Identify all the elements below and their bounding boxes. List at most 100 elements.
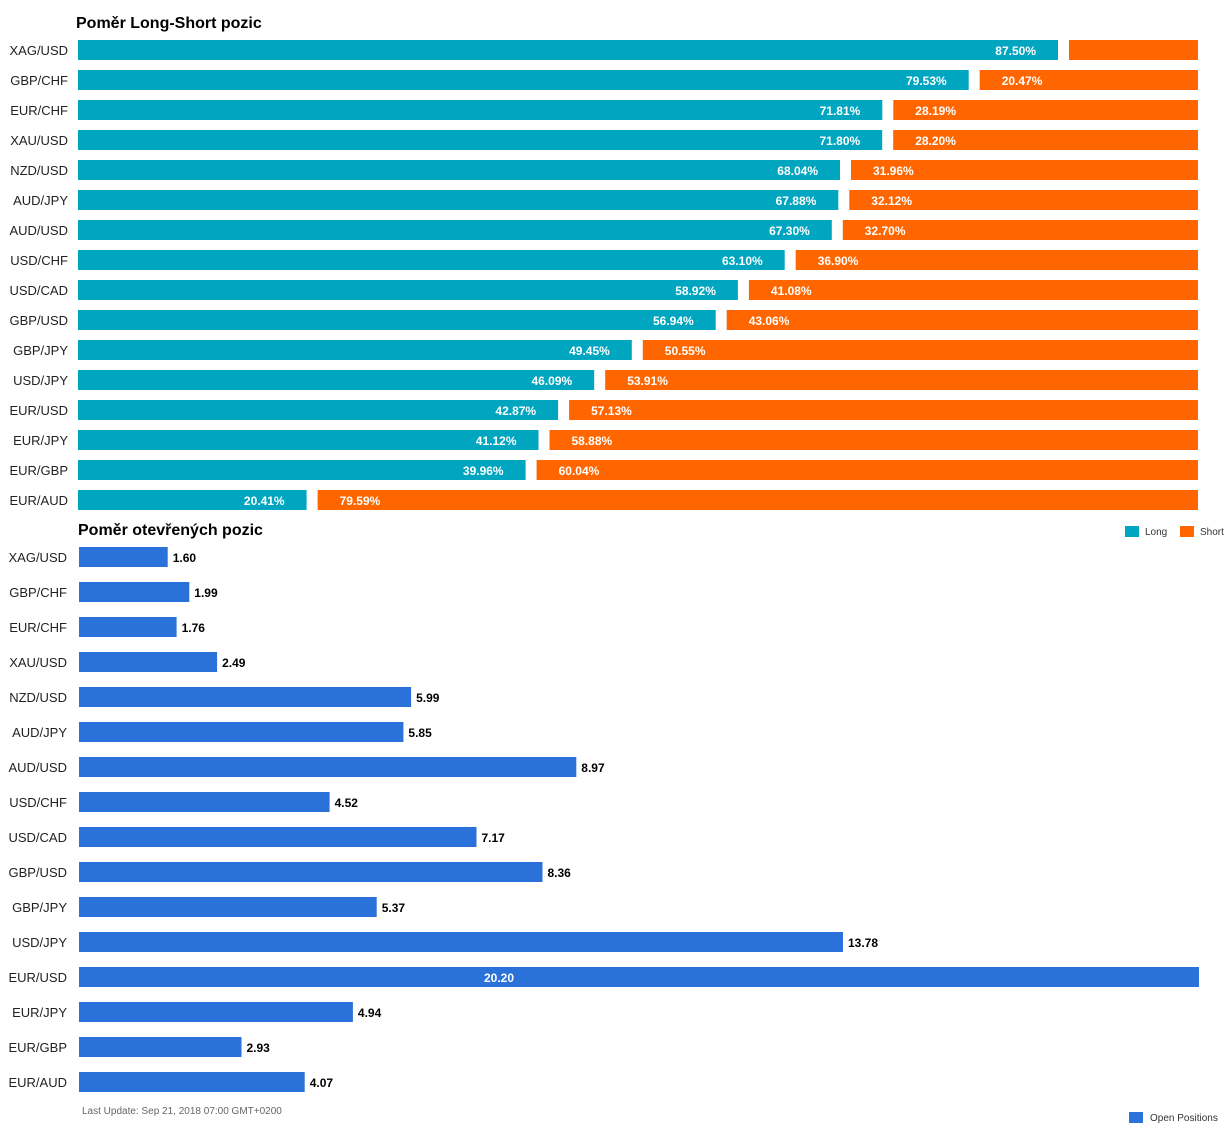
open-bar-eur-gbp xyxy=(79,1037,242,1057)
short-bar-eur-chf xyxy=(893,100,1198,120)
op-category-label-usd-jpy: USD/JPY xyxy=(12,935,67,950)
ls-category-label-aud-usd: AUD/USD xyxy=(9,223,68,238)
short-bar-aud-jpy xyxy=(849,190,1198,210)
open-positions-legend: Open Positions xyxy=(1129,1112,1218,1124)
open-bar-eur-usd xyxy=(79,967,1199,987)
long-bar-aud-jpy xyxy=(78,190,839,210)
long-value-label-aud-usd: 67.30% xyxy=(769,224,810,238)
open-value-label-usd-cad: 7.17 xyxy=(482,831,506,845)
ls-category-label-gbp-chf: GBP/CHF xyxy=(10,73,68,88)
op-category-label-xag-usd: XAG/USD xyxy=(8,550,67,565)
short-value-label-usd-chf: 36.90% xyxy=(818,254,859,268)
short-bar-gbp-chf xyxy=(979,70,1198,90)
open-bar-aud-usd xyxy=(79,757,577,777)
short-value-label-gbp-chf: 20.47% xyxy=(1002,74,1043,88)
short-bar-usd-chf xyxy=(795,250,1198,270)
long-value-label-aud-jpy: 67.88% xyxy=(776,194,817,208)
open-bar-eur-jpy xyxy=(79,1002,353,1022)
short-value-label-eur-chf: 28.19% xyxy=(915,104,956,118)
short-value-label-usd-cad: 41.08% xyxy=(771,284,812,298)
short-bar-usd-cad xyxy=(748,280,1198,300)
long-bar-gbp-jpy xyxy=(78,340,632,360)
ls-category-label-nzd-usd: NZD/USD xyxy=(10,163,68,178)
open-bar-usd-chf xyxy=(79,792,330,812)
long-bar-nzd-usd xyxy=(78,160,840,180)
short-bar-eur-jpy xyxy=(549,430,1198,450)
open-value-label-xag-usd: 1.60 xyxy=(173,551,197,565)
short-value-label-usd-jpy: 53.91% xyxy=(627,374,668,388)
op-category-label-aud-usd: AUD/USD xyxy=(8,760,67,775)
open-bar-usd-cad xyxy=(79,827,477,847)
long-short-legend: Long Short xyxy=(1125,526,1224,538)
open-value-label-aud-jpy: 5.85 xyxy=(408,726,432,740)
long-value-label-xau-usd: 71.80% xyxy=(819,134,860,148)
op-category-label-gbp-chf: GBP/CHF xyxy=(9,585,67,600)
open-value-label-usd-jpy: 13.78 xyxy=(848,936,878,950)
op-category-label-eur-gbp: EUR/GBP xyxy=(8,1040,67,1055)
short-value-label-aud-jpy: 32.12% xyxy=(871,194,912,208)
open-value-label-gbp-jpy: 5.37 xyxy=(382,901,406,915)
open-bar-nzd-usd xyxy=(79,687,412,707)
short-bar-gbp-usd xyxy=(726,310,1198,330)
long-bar-gbp-chf xyxy=(78,70,969,90)
short-value-label-aud-usd: 32.70% xyxy=(865,224,906,238)
open-positions-chart-title: Poměr otevřených pozic xyxy=(78,522,263,539)
ls-category-label-usd-jpy: USD/JPY xyxy=(13,373,68,388)
short-bar-aud-usd xyxy=(842,220,1198,240)
open-bar-usd-jpy xyxy=(79,932,843,952)
legend-swatch-open-positions xyxy=(1129,1112,1143,1123)
ls-category-label-eur-gbp: EUR/GBP xyxy=(9,463,68,478)
long-short-bars: XAG/USD 87.50% GBP/CHF 79.53% 20.47% EUR/CHF 7… xyxy=(9,40,1199,510)
long-bar-usd-cad xyxy=(78,280,738,300)
op-category-label-eur-aud: EUR/AUD xyxy=(8,1075,67,1090)
short-value-label-eur-aud: 79.59% xyxy=(340,494,381,508)
open-bar-gbp-usd xyxy=(79,862,543,882)
long-bar-aud-usd xyxy=(78,220,832,240)
long-bar-eur-aud xyxy=(78,490,307,510)
open-value-label-usd-chf: 4.52 xyxy=(335,796,359,810)
ls-category-label-usd-cad: USD/CAD xyxy=(9,283,68,298)
long-bar-eur-chf xyxy=(78,100,883,120)
long-value-label-usd-chf: 63.10% xyxy=(722,254,763,268)
open-value-label-gbp-usd: 8.36 xyxy=(548,866,572,880)
long-bar-eur-usd xyxy=(78,400,559,420)
ls-category-label-gbp-jpy: GBP/JPY xyxy=(13,343,68,358)
ls-category-label-aud-jpy: AUD/JPY xyxy=(13,193,68,208)
op-category-label-xau-usd: XAU/USD xyxy=(9,655,67,670)
short-bar-xag-usd xyxy=(1069,40,1198,60)
legend-label-long: Long xyxy=(1145,527,1167,538)
long-value-label-eur-usd: 42.87% xyxy=(495,404,536,418)
open-value-label-eur-chf: 1.76 xyxy=(182,621,206,635)
long-bar-usd-jpy xyxy=(78,370,595,390)
ls-category-label-gbp-usd: GBP/USD xyxy=(9,313,68,328)
open-value-label-nzd-usd: 5.99 xyxy=(416,691,440,705)
long-value-label-xag-usd: 87.50% xyxy=(995,44,1036,58)
op-category-label-aud-jpy: AUD/JPY xyxy=(12,725,67,740)
op-category-label-gbp-usd: GBP/USD xyxy=(8,865,67,880)
op-category-label-usd-chf: USD/CHF xyxy=(9,795,67,810)
open-bar-eur-aud xyxy=(79,1072,305,1092)
short-value-label-eur-usd: 57.13% xyxy=(591,404,632,418)
op-category-label-gbp-jpy: GBP/JPY xyxy=(12,900,67,915)
open-value-label-eur-usd: 20.20 xyxy=(484,971,514,985)
long-value-label-eur-gbp: 39.96% xyxy=(463,464,504,478)
ls-category-label-eur-jpy: EUR/JPY xyxy=(13,433,68,448)
long-value-label-usd-jpy: 46.09% xyxy=(531,374,572,388)
open-bar-gbp-chf xyxy=(79,582,190,602)
short-value-label-gbp-jpy: 50.55% xyxy=(665,344,706,358)
long-value-label-gbp-usd: 56.94% xyxy=(653,314,694,328)
short-bar-eur-usd xyxy=(569,400,1198,420)
open-bar-eur-chf xyxy=(79,617,177,637)
short-value-label-nzd-usd: 31.96% xyxy=(873,164,914,178)
long-value-label-eur-chf: 71.81% xyxy=(820,104,861,118)
open-bar-xau-usd xyxy=(79,652,218,672)
ls-category-label-usd-chf: USD/CHF xyxy=(10,253,68,268)
open-value-label-eur-aud: 4.07 xyxy=(310,1076,334,1090)
open-positions-bars: XAG/USD 1.60 GBP/CHF 1.99 EUR/CHF 1.76 XAU/USD… xyxy=(8,547,1199,1092)
short-bar-eur-aud xyxy=(317,490,1199,510)
ls-category-label-eur-aud: EUR/AUD xyxy=(9,493,68,508)
legend-swatch-long xyxy=(1125,526,1139,537)
op-category-label-eur-jpy: EUR/JPY xyxy=(12,1005,67,1020)
